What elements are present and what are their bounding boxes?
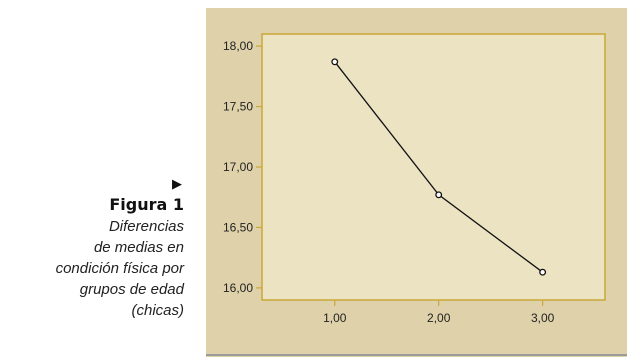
figure-title: Figura 1 [109,195,184,214]
figure-description: Diferencias de medias en condición físic… [0,216,184,321]
x-tick-label: 1,00 [323,311,347,325]
chart-panel: 18,00 17,50 17,00 16,50 16,00 1,00 2,00 3,00 [206,8,627,357]
description-line: (chicas) [131,302,184,319]
x-tick-label: 2,00 [427,311,451,325]
y-axis: 18,00 17,50 17,00 16,50 16,00 [223,39,262,295]
plot-area [261,33,606,301]
description-line: de medias en [93,239,184,256]
y-tick-label: 16,00 [223,281,253,295]
data-point [539,268,547,276]
description-line: grupos de edad [79,281,184,298]
x-tick-label: 3,00 [531,311,555,325]
y-tick-label: 18,00 [223,39,253,53]
figure-caption: ▶ Figura 1 Diferencias de medias en cond… [0,178,184,321]
data-point [435,191,443,199]
y-tick-label: 16,50 [223,220,253,234]
data-point [331,58,339,66]
series-1 [331,58,547,276]
y-tick-label: 17,00 [223,160,253,174]
x-axis: 1,00 2,00 3,00 [323,300,555,325]
description-line: Diferencias [108,218,184,235]
description-line: condición física por [55,260,184,277]
line-chart: 18,00 17,50 17,00 16,50 16,00 1,00 2,00 3,00 [206,33,627,356]
y-tick-label: 17,50 [223,100,253,114]
caption-arrow-icon: ▶ [172,177,182,192]
